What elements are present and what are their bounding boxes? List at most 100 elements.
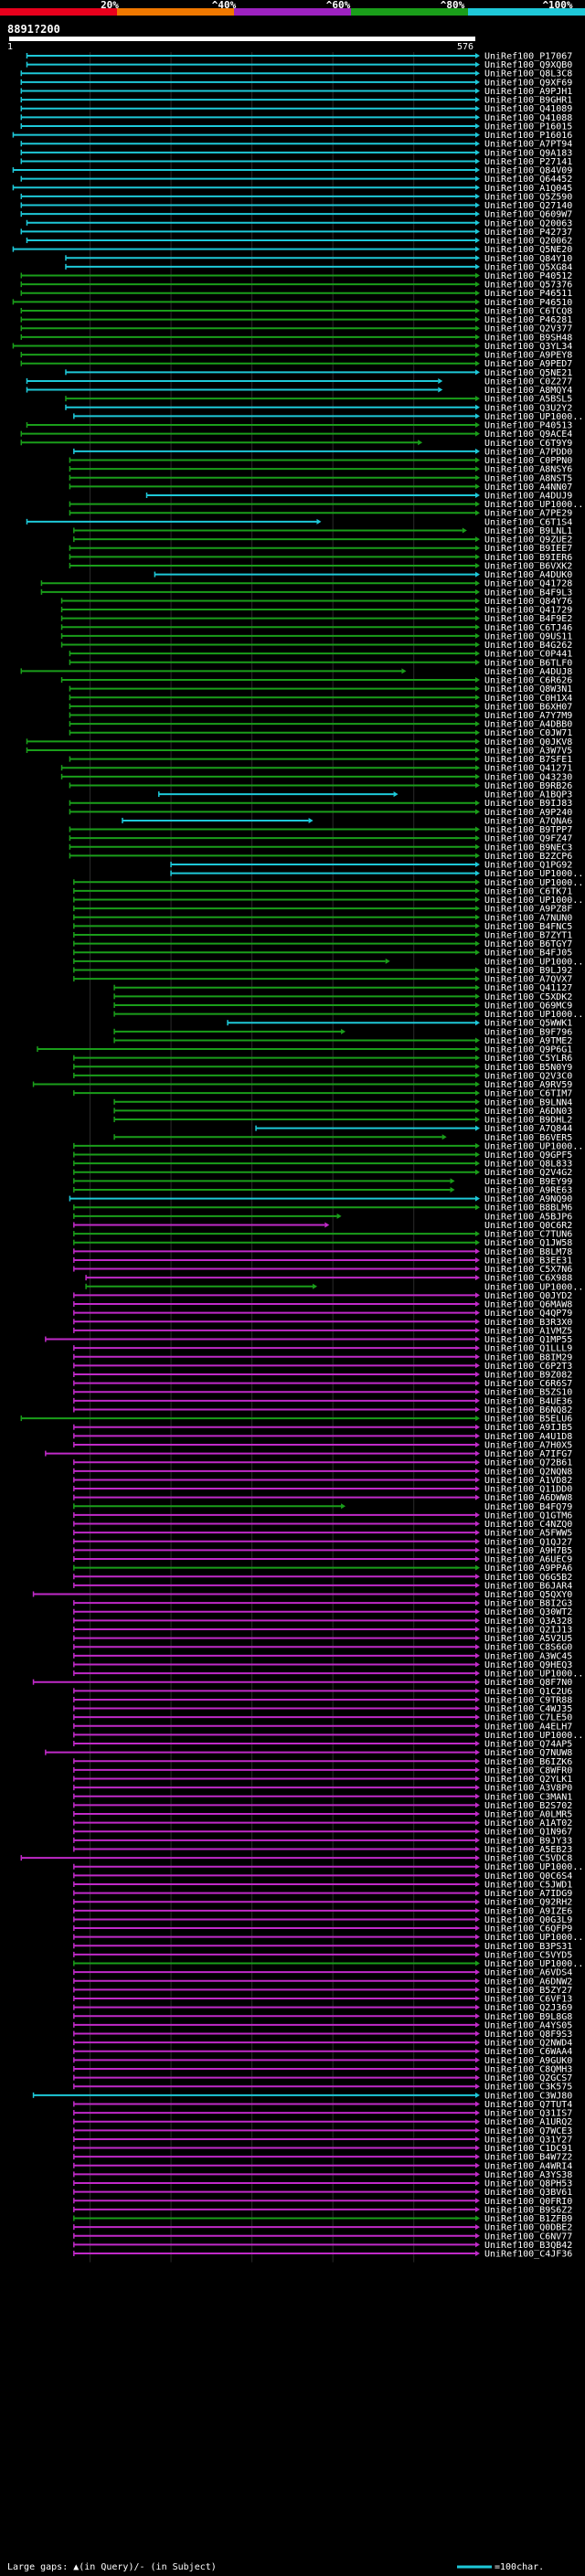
- hit-label: UniRef100_C6R6S7: [484, 1379, 572, 1389]
- hit-label: UniRef100_C3K575: [484, 2083, 572, 2093]
- hit-end-arrow: [475, 914, 480, 920]
- hit-end-arrow: [475, 976, 480, 982]
- hit-label: UniRef100_B3R3X0: [484, 1318, 572, 1328]
- hit-label: UniRef100_A4DUJ9: [484, 492, 572, 502]
- hit-end-arrow: [475, 149, 480, 155]
- hit-label: UniRef100_B5ELU6: [484, 1415, 572, 1425]
- hit-end-arrow: [475, 2040, 480, 2046]
- hit-label: UniRef100_B9L8G8: [484, 2012, 572, 2022]
- scale-bar-label: ^100%: [542, 0, 572, 11]
- hit-label: UniRef100_UP1000...: [484, 1731, 585, 1741]
- hit-end-arrow: [475, 360, 480, 366]
- hit-label: UniRef100_Q30WT2: [484, 1607, 572, 1617]
- hit-label: UniRef100_B6TGY7: [484, 939, 572, 949]
- hit-label: UniRef100_A7PDD0: [484, 447, 572, 457]
- hit-end-arrow: [475, 272, 480, 279]
- hit-end-arrow: [475, 1406, 480, 1413]
- hit-end-arrow: [475, 281, 480, 288]
- hit-end-arrow: [475, 738, 480, 745]
- hit-end-arrow: [475, 1477, 480, 1483]
- hit-label: UniRef100_A4U1D8: [484, 1432, 572, 1442]
- hit-end-arrow: [475, 2136, 480, 2142]
- hit-end-arrow: [475, 352, 480, 358]
- hit-end-arrow: [475, 562, 480, 568]
- hit-end-arrow: [475, 1336, 480, 1342]
- hit-label: UniRef100_B6VER5: [484, 1133, 572, 1143]
- hit-label: UniRef100_Q8W3N1: [484, 684, 572, 694]
- hit-end-arrow: [475, 1380, 480, 1386]
- hit-label: UniRef100_B5ZY27: [484, 1986, 572, 1996]
- hit-end-arrow: [475, 132, 480, 138]
- hit-end-arrow: [475, 624, 480, 631]
- hit-label: UniRef100_C6NV77: [484, 2231, 572, 2242]
- hit-label: UniRef100_Q9XQB0: [484, 60, 572, 70]
- hit-end-arrow: [475, 167, 480, 174]
- hit-label: UniRef100_C6TK71: [484, 886, 572, 896]
- hit-end-arrow: [475, 1256, 480, 1263]
- hit-label: UniRef100_Q1PG92: [484, 861, 572, 871]
- hit-end-arrow: [475, 870, 480, 876]
- hit-label: UniRef100_C6TIM7: [484, 1089, 572, 1099]
- hit-end-arrow: [475, 1626, 480, 1632]
- hit-label: UniRef100_Q9FZ47: [484, 834, 572, 844]
- hit-label: UniRef100_Q2GCS7: [484, 2073, 572, 2083]
- hit-end-arrow: [475, 193, 480, 199]
- hit-end-arrow: [475, 677, 480, 684]
- hit-end-arrow: [475, 2021, 480, 2028]
- hit-end-arrow: [441, 1134, 447, 1140]
- hit-end-arrow: [475, 1064, 480, 1070]
- hit-label: UniRef100_A7NUN0: [484, 913, 572, 923]
- query-end-position: 576: [457, 42, 473, 52]
- hit-end-arrow: [475, 79, 480, 85]
- hit-end-arrow: [475, 448, 480, 454]
- hit-label: UniRef100_C0H1X4: [484, 694, 572, 704]
- hit-label: UniRef100_B8LM78: [484, 1247, 572, 1257]
- hit-end-arrow: [475, 61, 480, 68]
- hit-end-arrow: [475, 993, 480, 1000]
- hit-end-arrow: [475, 694, 480, 701]
- hit-label: UniRef100_Q4QP79: [484, 1309, 572, 1319]
- hit-end-arrow: [475, 1151, 480, 1158]
- hit-label: UniRef100_Q41728: [484, 579, 572, 589]
- hit-label: UniRef100_A9PZ8F: [484, 905, 572, 915]
- hit-label: UniRef100_B4FJ05: [484, 949, 572, 959]
- hit-label: UniRef100_C7TUN6: [484, 1230, 572, 1240]
- hit-end-arrow: [336, 1213, 342, 1219]
- hit-end-arrow: [418, 440, 423, 446]
- hit-label: UniRef100_Q57376: [484, 281, 572, 291]
- hit-label: UniRef100_C5X7N6: [484, 1265, 572, 1275]
- hit-label: UniRef100_A9IJB5: [484, 1423, 572, 1433]
- hit-end-arrow: [393, 791, 399, 798]
- hit-end-arrow: [475, 2057, 480, 2063]
- hit-end-arrow: [475, 1960, 480, 1966]
- hit-end-arrow: [475, 607, 480, 613]
- hit-end-arrow: [475, 307, 480, 313]
- hit-label: UniRef100_A8NSY6: [484, 465, 572, 475]
- hit-label: UniRef100_UP1000...: [484, 1933, 585, 1943]
- hit-end-arrow: [475, 1872, 480, 1879]
- hit-end-arrow: [475, 1161, 480, 1167]
- hit-end-arrow: [475, 1591, 480, 1597]
- hit-label: UniRef100_A7IFG7: [484, 1449, 572, 1459]
- hit-end-arrow: [475, 299, 480, 305]
- hit-end-arrow: [475, 1644, 480, 1650]
- hit-label: UniRef100_Q41729: [484, 606, 572, 616]
- hit-label: UniRef100_Q31Y27: [484, 2135, 572, 2145]
- hit-end-arrow: [475, 422, 480, 429]
- hit-end-arrow: [475, 932, 480, 938]
- hit-end-arrow: [475, 1881, 480, 1887]
- hit-label: UniRef100_B7SFE1: [484, 755, 572, 765]
- hit-label: UniRef100_UP1000...: [484, 412, 585, 422]
- hit-end-arrow: [475, 835, 480, 842]
- hit-end-arrow: [475, 1811, 480, 1817]
- hit-end-arrow: [475, 255, 480, 261]
- hit-end-arrow: [475, 1802, 480, 1808]
- hit-end-arrow: [475, 493, 480, 498]
- hit-end-arrow: [475, 158, 480, 164]
- hit-end-arrow: [475, 105, 480, 111]
- hit-end-arrow: [475, 588, 480, 595]
- hit-label: UniRef100_P40513: [484, 421, 572, 431]
- hit-label: UniRef100_Q3YL34: [484, 342, 572, 352]
- hit-end-arrow: [475, 175, 480, 182]
- hit-label: UniRef100_B4F9L3: [484, 588, 572, 598]
